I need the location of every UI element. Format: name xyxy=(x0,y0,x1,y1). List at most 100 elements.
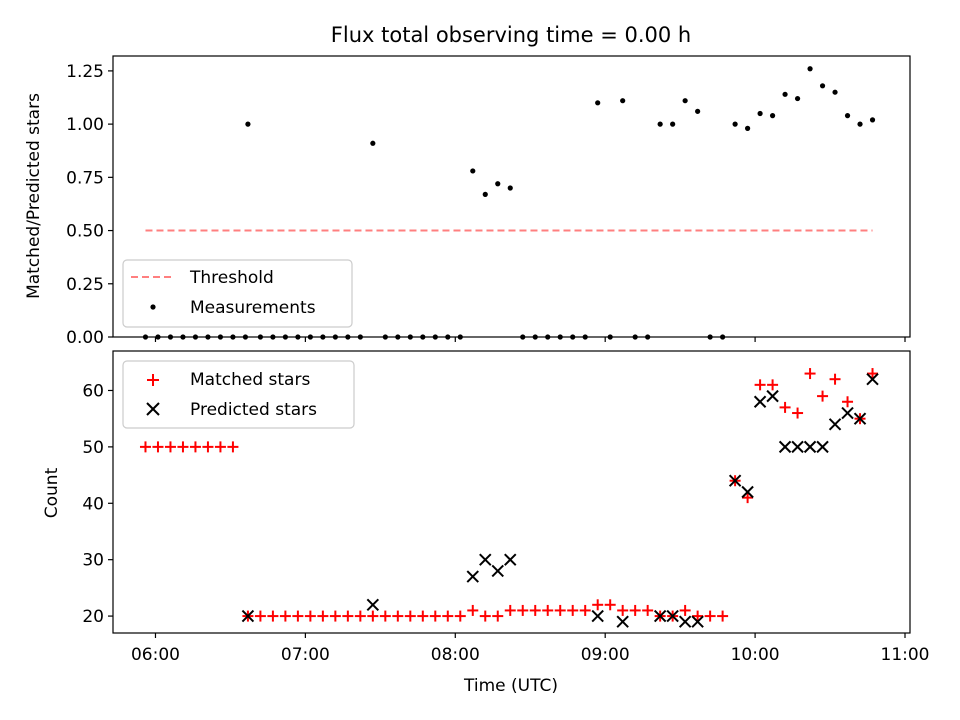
measurement-point xyxy=(620,98,626,104)
predicted-star-point xyxy=(853,412,867,425)
measurement-point xyxy=(657,121,663,127)
matched-star-point xyxy=(829,373,841,385)
x-tick-label: 11:00 xyxy=(881,645,930,665)
bottom-y-tick-label: 50 xyxy=(82,438,104,458)
matched-star-point xyxy=(754,379,766,391)
measurement-point xyxy=(844,113,851,119)
matched-star-point xyxy=(189,441,201,453)
top-y-tick-label: 1.25 xyxy=(66,62,104,82)
matched-star-point xyxy=(767,379,779,391)
predicted-star-point xyxy=(653,609,667,623)
measurement-point xyxy=(482,191,488,197)
matched-star-point xyxy=(679,604,691,616)
matched-star-point xyxy=(817,390,829,402)
matched-star-point xyxy=(492,610,504,622)
measurement-point xyxy=(245,121,251,127)
top-y-ticks: 0.00 0.25 0.50 0.75 1.00 1.25 xyxy=(66,62,113,348)
matched-star-point xyxy=(642,604,654,616)
matched-star-point xyxy=(467,604,479,616)
predicted-star-point xyxy=(691,615,704,628)
x-tick-label: 09:00 xyxy=(581,645,630,665)
matched-star-point xyxy=(152,441,164,453)
predicted-star-point xyxy=(791,440,804,454)
matched-star-point xyxy=(842,396,854,408)
top-y-tick-label: 0.00 xyxy=(66,328,104,348)
measurement-point xyxy=(782,91,788,97)
bottom-legend: Matched stars Predicted stars xyxy=(122,360,355,429)
measurement-point xyxy=(869,117,876,123)
measurements-legend-swatch xyxy=(150,304,156,310)
bottom-axes-frame xyxy=(112,350,911,634)
measurement-point xyxy=(370,140,376,146)
predicted-star-point xyxy=(841,406,854,420)
matched-star-point xyxy=(704,610,716,622)
matched-star-point xyxy=(177,441,189,453)
measurement-point xyxy=(470,168,476,174)
x-tick-label: 06:00 xyxy=(131,645,180,665)
predicted-star-point xyxy=(666,609,679,623)
top-x-ticks xyxy=(154,337,906,342)
predicted-star-point xyxy=(491,564,504,578)
matched-star-point xyxy=(554,604,566,616)
bottom-panel: Count Time (UTC) 20 30 40 50 60 06:00 07:00 08… xyxy=(42,350,930,696)
top-y-tick-label: 1.00 xyxy=(66,115,104,135)
matched-star-point xyxy=(392,610,404,622)
measurement-point xyxy=(695,108,701,114)
matched-star-point xyxy=(717,610,729,622)
predicted-star-point xyxy=(866,372,879,386)
x-tick-label: 10:00 xyxy=(731,645,780,665)
top-y-tick-label: 0.75 xyxy=(66,168,104,188)
matched-star-point xyxy=(227,441,239,453)
predicted-star-point xyxy=(816,440,829,454)
measurement-point xyxy=(507,185,513,191)
matched-star-point xyxy=(504,604,516,616)
measurement-point xyxy=(819,83,826,89)
predicted-star-point xyxy=(778,440,792,454)
matched-star-point xyxy=(292,610,304,622)
matched-star-point xyxy=(164,441,176,453)
matched-star-point xyxy=(779,401,791,413)
measurement-point xyxy=(682,98,688,104)
matched-star-point xyxy=(629,604,641,616)
x-axis-label: Time (UTC) xyxy=(463,676,558,696)
matched-star-point xyxy=(529,604,541,616)
matched-star-point xyxy=(517,604,529,616)
measurement-point xyxy=(769,113,776,119)
matched-star-point xyxy=(342,610,354,622)
matched-star-point xyxy=(267,610,279,622)
bottom-y-tick-label: 60 xyxy=(82,381,104,401)
predicted-star-point xyxy=(828,418,842,431)
measurement-point xyxy=(857,121,863,127)
matched-star-point xyxy=(417,610,429,622)
predicted-star-point xyxy=(803,440,817,454)
matched-star-point xyxy=(202,441,214,453)
matched-star-point xyxy=(214,441,226,453)
matched-star-point xyxy=(254,610,266,622)
measurement-point xyxy=(732,121,738,127)
predicted-stars-series xyxy=(241,372,879,628)
matched-star-point xyxy=(742,492,754,504)
bottom-y-tick-label: 30 xyxy=(82,551,104,571)
measurement-point xyxy=(745,125,751,131)
chart-title: Flux total observing time = 0.00 h xyxy=(331,23,691,47)
matched-star-point xyxy=(442,610,454,622)
matched-star-point xyxy=(542,604,554,616)
matched-star-point xyxy=(567,604,579,616)
matched-star-point xyxy=(279,610,291,622)
measurement-point xyxy=(495,181,501,187)
top-panel: Flux total observing time = 0.00 h Match… xyxy=(24,23,911,348)
predicted-star-point xyxy=(728,474,742,487)
threshold-legend-label: Threshold xyxy=(189,268,274,288)
top-legend-box xyxy=(122,259,353,328)
predicted-star-point xyxy=(678,615,692,628)
predicted-star-point xyxy=(766,389,779,403)
predicted-stars-legend-label: Predicted stars xyxy=(190,400,317,420)
predicted-star-point xyxy=(504,553,517,566)
bottom-y-tick-label: 40 xyxy=(82,494,104,514)
matched-stars-legend-label: Matched stars xyxy=(190,370,310,390)
matched-star-point xyxy=(692,610,704,622)
measurement-point xyxy=(807,66,813,72)
matched-star-point xyxy=(592,599,604,611)
top-y-tick-label: 0.50 xyxy=(66,222,104,242)
